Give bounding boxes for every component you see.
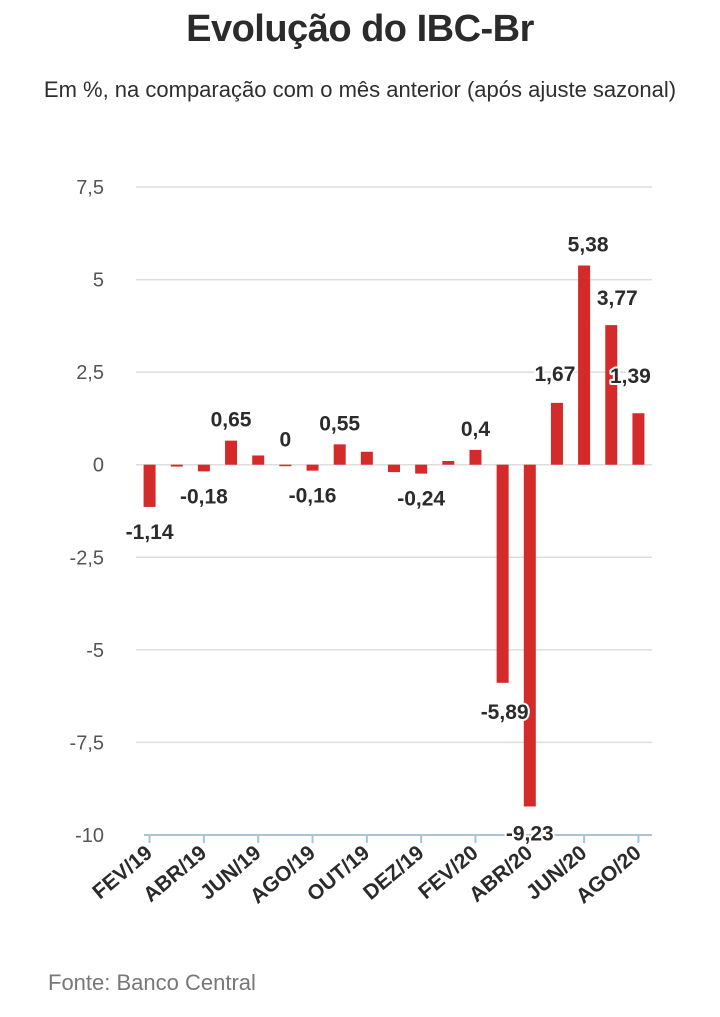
y-tick-label: 7,5 xyxy=(76,177,104,199)
bar xyxy=(496,464,509,683)
data-label: 0,55 xyxy=(319,412,360,435)
data-label: 0 xyxy=(280,429,292,452)
chart-title: Evolução do IBC-Br xyxy=(186,8,534,50)
data-label: 0,4 xyxy=(461,418,491,441)
source-note: Fonte: Banco Central xyxy=(48,970,256,995)
y-tick-label: -2,5 xyxy=(70,547,104,569)
bar xyxy=(197,464,210,472)
y-tick-label: 0 xyxy=(93,455,104,477)
data-label: 5,38 xyxy=(568,234,609,257)
bar xyxy=(442,461,455,465)
data-label: 0,65 xyxy=(211,409,252,432)
bar xyxy=(578,265,591,465)
data-label: -0,18 xyxy=(180,485,228,508)
data-label: -9,23 xyxy=(506,822,554,845)
bar xyxy=(469,449,482,465)
y-tick-label: -7,5 xyxy=(70,732,104,754)
bar xyxy=(360,451,373,465)
data-label: -1,14 xyxy=(126,521,174,544)
bar xyxy=(333,444,346,465)
bar xyxy=(170,464,183,467)
bars xyxy=(143,265,645,807)
x-tick-label: DEZ/19 xyxy=(359,841,428,904)
y-axis-ticks: 7,5 5 2,5 0 -2,5 -5 -7,5 -10 xyxy=(70,177,104,847)
bar xyxy=(225,440,238,465)
y-tick-label: -5 xyxy=(86,640,104,662)
data-label: 3,77 xyxy=(597,287,638,310)
x-tick-label: OUT/19 xyxy=(303,841,374,906)
bar xyxy=(415,464,428,474)
y-tick-label: -10 xyxy=(75,825,104,847)
bar xyxy=(143,464,156,507)
bar xyxy=(523,464,536,807)
data-labels: -1,14 -0,18 0,65 0 -0,16 0,55 -0,24 0,4 -5,89 -9,… xyxy=(124,232,653,848)
bar xyxy=(279,464,292,467)
data-label: -0,16 xyxy=(289,485,337,508)
bar xyxy=(550,402,563,465)
bar xyxy=(388,464,400,473)
gridlines xyxy=(136,186,652,744)
bar xyxy=(306,464,319,471)
data-label: 1,39 xyxy=(610,365,651,388)
bar xyxy=(605,325,618,465)
data-label: 1,67 xyxy=(535,363,576,386)
x-axis: FEV/19ABR/19JUN/19AGO/19OUT/19DEZ/19FEV/… xyxy=(88,834,652,908)
data-label: -5,89 xyxy=(481,701,529,724)
y-tick-label: 2,5 xyxy=(76,362,104,384)
bar xyxy=(632,413,645,465)
y-tick-label: 5 xyxy=(93,270,104,292)
chart-subtitle: Em %, na comparação com o mês anterior (… xyxy=(43,77,677,102)
bar xyxy=(252,455,265,465)
data-label: -0,24 xyxy=(397,488,445,511)
